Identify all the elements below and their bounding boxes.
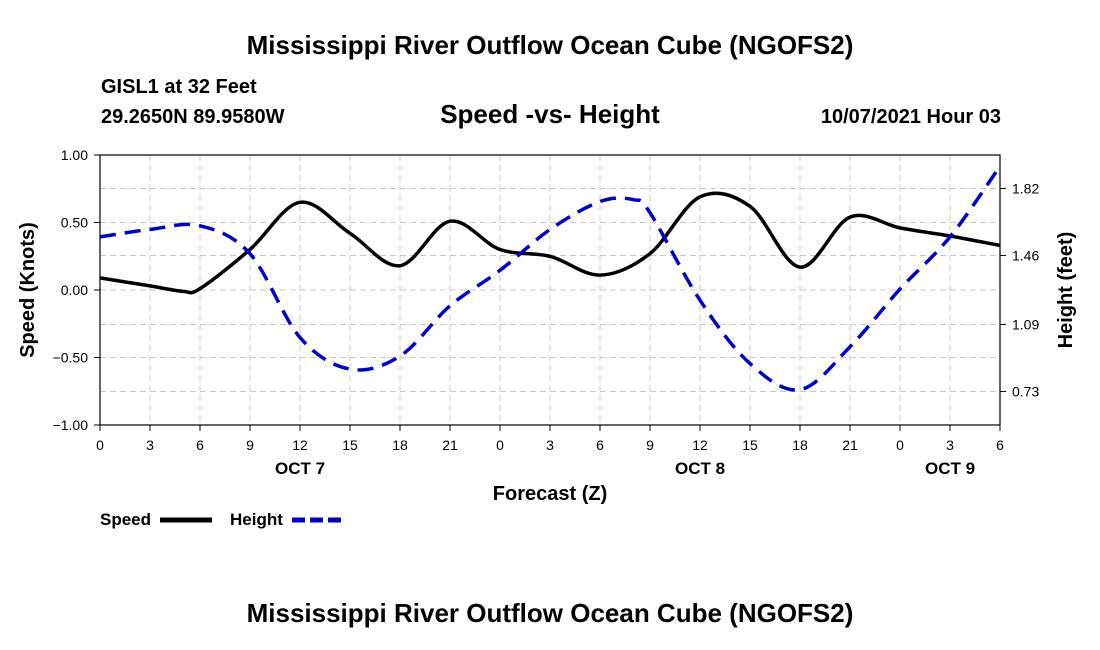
x-tick-label: 3 <box>146 437 154 453</box>
legend-height-label: Height <box>230 510 283 529</box>
y2-tick-label: 1.82 <box>1012 181 1039 197</box>
x-tick-label: 6 <box>596 437 604 453</box>
x-tick-label: 9 <box>246 437 254 453</box>
x-tick-label: 21 <box>842 437 858 453</box>
y-tick-label: 1.00 <box>61 147 88 163</box>
y-axis-label: Speed (Knots) <box>17 222 39 358</box>
axes-layer: 0 3 6 9 12 15 18 21 0 3 6 9 12 15 18 21 0 3 6 1.00 0.50 0.00 −… <box>53 147 1040 478</box>
footer-title: Mississippi River Outflow Ocean Cube (NG… <box>246 598 854 628</box>
y-tick-label: 0.50 <box>61 215 88 231</box>
coordinates-label: 29.2650N 89.9580W <box>101 106 285 128</box>
y-tick-label: 0.00 <box>61 282 88 298</box>
chart-title: Mississippi River Outflow Ocean Cube (NG… <box>246 30 854 60</box>
day-label: OCT 9 <box>925 459 975 478</box>
station-label: GISL1 at 32 Feet <box>101 76 257 98</box>
y-tick-label: −1.00 <box>53 417 89 433</box>
day-label: OCT 7 <box>275 459 325 478</box>
x-tick-label: 15 <box>742 437 758 453</box>
y2-tick-label: 1.46 <box>1012 248 1039 264</box>
height-series-line <box>99 165 1002 392</box>
x-axis-label: Forecast (Z) <box>493 483 607 505</box>
forecast-datetime: 10/07/2021 Hour 03 <box>820 106 1001 128</box>
x-tick-label: 21 <box>442 437 458 453</box>
x-tick-label: 3 <box>946 437 954 453</box>
x-tick-label: 18 <box>792 437 808 453</box>
x-tick-label: 12 <box>292 437 308 453</box>
x-tick-label: 6 <box>996 437 1004 453</box>
x-tick-label: 12 <box>692 437 708 453</box>
x-tick-label: 15 <box>342 437 358 453</box>
x-tick-label: 18 <box>392 437 408 453</box>
x-tick-label: 0 <box>496 437 504 453</box>
x-tick-label: 0 <box>96 437 104 453</box>
day-label: OCT 8 <box>675 459 725 478</box>
chart-subtitle: Speed -vs- Height <box>440 99 660 129</box>
x-tick-label: 6 <box>196 437 204 453</box>
x-tick-label: 9 <box>646 437 654 453</box>
y2-tick-label: 1.09 <box>1012 316 1039 332</box>
y-tick-label: −0.50 <box>53 350 89 366</box>
grid-layer <box>100 155 1000 425</box>
legend-speed-label: Speed <box>100 510 151 529</box>
legend: Speed Height <box>100 510 342 529</box>
y2-axis-label: Height (feet) <box>1055 232 1077 349</box>
speed-series-line <box>99 191 1001 295</box>
series-layer <box>99 165 1002 392</box>
x-tick-label: 3 <box>546 437 554 453</box>
x-tick-label: 0 <box>896 437 904 453</box>
y2-tick-label: 0.73 <box>1012 383 1039 399</box>
